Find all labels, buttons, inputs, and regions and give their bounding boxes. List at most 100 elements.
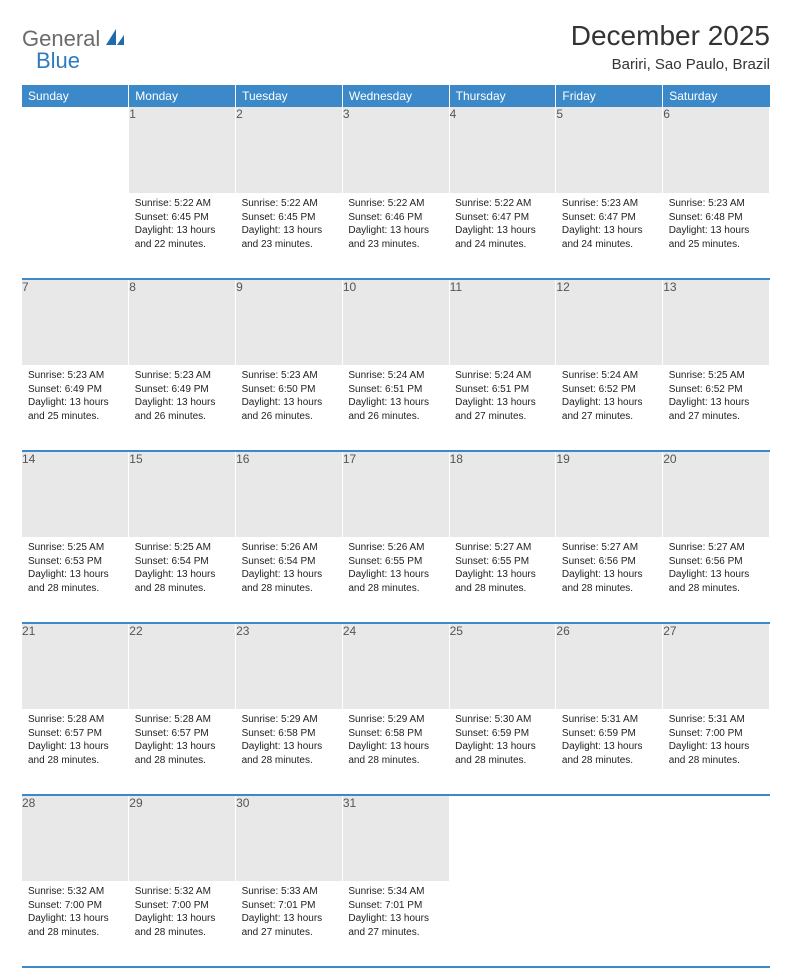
- daylight-text: Daylight: 13 hours and 28 minutes.: [28, 568, 123, 595]
- day-cell: Sunrise: 5:28 AMSunset: 6:57 PMDaylight:…: [22, 709, 129, 795]
- weekday-header: Sunday: [22, 85, 129, 107]
- day-number: 21: [22, 623, 129, 709]
- sunrise-text: Sunrise: 5:22 AM: [135, 197, 230, 211]
- day-number: [556, 795, 663, 881]
- daylight-text: Daylight: 13 hours and 28 minutes.: [562, 740, 657, 767]
- day-number: 22: [129, 623, 236, 709]
- sunrise-text: Sunrise: 5:22 AM: [242, 197, 337, 211]
- sunset-text: Sunset: 6:53 PM: [28, 555, 123, 569]
- day-number: 19: [556, 451, 663, 537]
- day-cell: [22, 193, 129, 279]
- sunset-text: Sunset: 7:00 PM: [669, 727, 764, 741]
- sunrise-text: Sunrise: 5:32 AM: [135, 885, 230, 899]
- day-number: 17: [342, 451, 449, 537]
- day-number: 6: [663, 107, 770, 193]
- sunset-text: Sunset: 6:54 PM: [135, 555, 230, 569]
- daylight-text: Daylight: 13 hours and 25 minutes.: [669, 224, 764, 251]
- sunrise-text: Sunrise: 5:23 AM: [135, 369, 230, 383]
- sunset-text: Sunset: 6:45 PM: [242, 211, 337, 225]
- sunrise-text: Sunrise: 5:25 AM: [669, 369, 764, 383]
- weekday-header-row: Sunday Monday Tuesday Wednesday Thursday…: [22, 85, 770, 107]
- daylight-text: Daylight: 13 hours and 24 minutes.: [455, 224, 550, 251]
- daylight-text: Daylight: 13 hours and 27 minutes.: [562, 396, 657, 423]
- sunset-text: Sunset: 6:52 PM: [562, 383, 657, 397]
- day-cell: Sunrise: 5:26 AMSunset: 6:55 PMDaylight:…: [342, 537, 449, 623]
- sunset-text: Sunset: 6:51 PM: [455, 383, 550, 397]
- day-cell: [663, 881, 770, 967]
- sunrise-text: Sunrise: 5:31 AM: [669, 713, 764, 727]
- daylight-text: Daylight: 13 hours and 28 minutes.: [135, 912, 230, 939]
- sunset-text: Sunset: 6:45 PM: [135, 211, 230, 225]
- daylight-text: Daylight: 13 hours and 27 minutes.: [348, 912, 443, 939]
- day-number: 29: [129, 795, 236, 881]
- sunrise-text: Sunrise: 5:25 AM: [28, 541, 123, 555]
- daylight-text: Daylight: 13 hours and 25 minutes.: [28, 396, 123, 423]
- weekday-header: Friday: [556, 85, 663, 107]
- sunset-text: Sunset: 6:51 PM: [348, 383, 443, 397]
- daylight-text: Daylight: 13 hours and 27 minutes.: [242, 912, 337, 939]
- sunset-text: Sunset: 6:57 PM: [28, 727, 123, 741]
- day-cell: Sunrise: 5:24 AMSunset: 6:51 PMDaylight:…: [342, 365, 449, 451]
- sunset-text: Sunset: 6:46 PM: [348, 211, 443, 225]
- day-number: 1: [129, 107, 236, 193]
- day-cell: Sunrise: 5:29 AMSunset: 6:58 PMDaylight:…: [342, 709, 449, 795]
- day-detail-row: Sunrise: 5:23 AMSunset: 6:49 PMDaylight:…: [22, 365, 770, 451]
- day-cell: Sunrise: 5:26 AMSunset: 6:54 PMDaylight:…: [236, 537, 343, 623]
- daylight-text: Daylight: 13 hours and 23 minutes.: [348, 224, 443, 251]
- day-cell: Sunrise: 5:25 AMSunset: 6:54 PMDaylight:…: [129, 537, 236, 623]
- daylight-text: Daylight: 13 hours and 28 minutes.: [28, 912, 123, 939]
- sunrise-text: Sunrise: 5:30 AM: [455, 713, 550, 727]
- sunrise-text: Sunrise: 5:22 AM: [455, 197, 550, 211]
- sunrise-text: Sunrise: 5:25 AM: [135, 541, 230, 555]
- day-cell: [556, 881, 663, 967]
- daylight-text: Daylight: 13 hours and 28 minutes.: [669, 740, 764, 767]
- day-detail-row: Sunrise: 5:32 AMSunset: 7:00 PMDaylight:…: [22, 881, 770, 967]
- day-detail-row: Sunrise: 5:22 AMSunset: 6:45 PMDaylight:…: [22, 193, 770, 279]
- sunset-text: Sunset: 6:49 PM: [28, 383, 123, 397]
- day-number: 10: [342, 279, 449, 365]
- sunrise-text: Sunrise: 5:23 AM: [562, 197, 657, 211]
- calendar-table: Sunday Monday Tuesday Wednesday Thursday…: [22, 85, 770, 968]
- sunset-text: Sunset: 6:58 PM: [242, 727, 337, 741]
- day-cell: Sunrise: 5:27 AMSunset: 6:55 PMDaylight:…: [449, 537, 556, 623]
- day-cell: Sunrise: 5:32 AMSunset: 7:00 PMDaylight:…: [129, 881, 236, 967]
- daylight-text: Daylight: 13 hours and 28 minutes.: [242, 568, 337, 595]
- day-cell: Sunrise: 5:22 AMSunset: 6:47 PMDaylight:…: [449, 193, 556, 279]
- sunrise-text: Sunrise: 5:27 AM: [455, 541, 550, 555]
- day-detail-row: Sunrise: 5:25 AMSunset: 6:53 PMDaylight:…: [22, 537, 770, 623]
- day-cell: Sunrise: 5:23 AMSunset: 6:48 PMDaylight:…: [663, 193, 770, 279]
- daylight-text: Daylight: 13 hours and 26 minutes.: [135, 396, 230, 423]
- day-number: 9: [236, 279, 343, 365]
- daylight-text: Daylight: 13 hours and 28 minutes.: [348, 568, 443, 595]
- day-number: 23: [236, 623, 343, 709]
- day-number: 13: [663, 279, 770, 365]
- day-number: 28: [22, 795, 129, 881]
- day-cell: Sunrise: 5:23 AMSunset: 6:50 PMDaylight:…: [236, 365, 343, 451]
- logo-text-blue: Blue: [36, 48, 80, 73]
- sunrise-text: Sunrise: 5:31 AM: [562, 713, 657, 727]
- sunrise-text: Sunrise: 5:22 AM: [348, 197, 443, 211]
- day-number: 18: [449, 451, 556, 537]
- sunrise-text: Sunrise: 5:23 AM: [669, 197, 764, 211]
- day-number: 14: [22, 451, 129, 537]
- day-number: 7: [22, 279, 129, 365]
- day-cell: Sunrise: 5:29 AMSunset: 6:58 PMDaylight:…: [236, 709, 343, 795]
- sunrise-text: Sunrise: 5:26 AM: [242, 541, 337, 555]
- sunrise-text: Sunrise: 5:28 AM: [28, 713, 123, 727]
- day-number: 4: [449, 107, 556, 193]
- day-number: [449, 795, 556, 881]
- sunset-text: Sunset: 7:00 PM: [28, 899, 123, 913]
- sunset-text: Sunset: 7:00 PM: [135, 899, 230, 913]
- weekday-header: Wednesday: [342, 85, 449, 107]
- daylight-text: Daylight: 13 hours and 22 minutes.: [135, 224, 230, 251]
- sunrise-text: Sunrise: 5:34 AM: [348, 885, 443, 899]
- day-cell: Sunrise: 5:34 AMSunset: 7:01 PMDaylight:…: [342, 881, 449, 967]
- day-number: 25: [449, 623, 556, 709]
- daylight-text: Daylight: 13 hours and 23 minutes.: [242, 224, 337, 251]
- day-cell: Sunrise: 5:22 AMSunset: 6:45 PMDaylight:…: [236, 193, 343, 279]
- day-number: 16: [236, 451, 343, 537]
- day-cell: Sunrise: 5:30 AMSunset: 6:59 PMDaylight:…: [449, 709, 556, 795]
- sunset-text: Sunset: 6:47 PM: [455, 211, 550, 225]
- daynum-row: 28293031: [22, 795, 770, 881]
- day-number: 26: [556, 623, 663, 709]
